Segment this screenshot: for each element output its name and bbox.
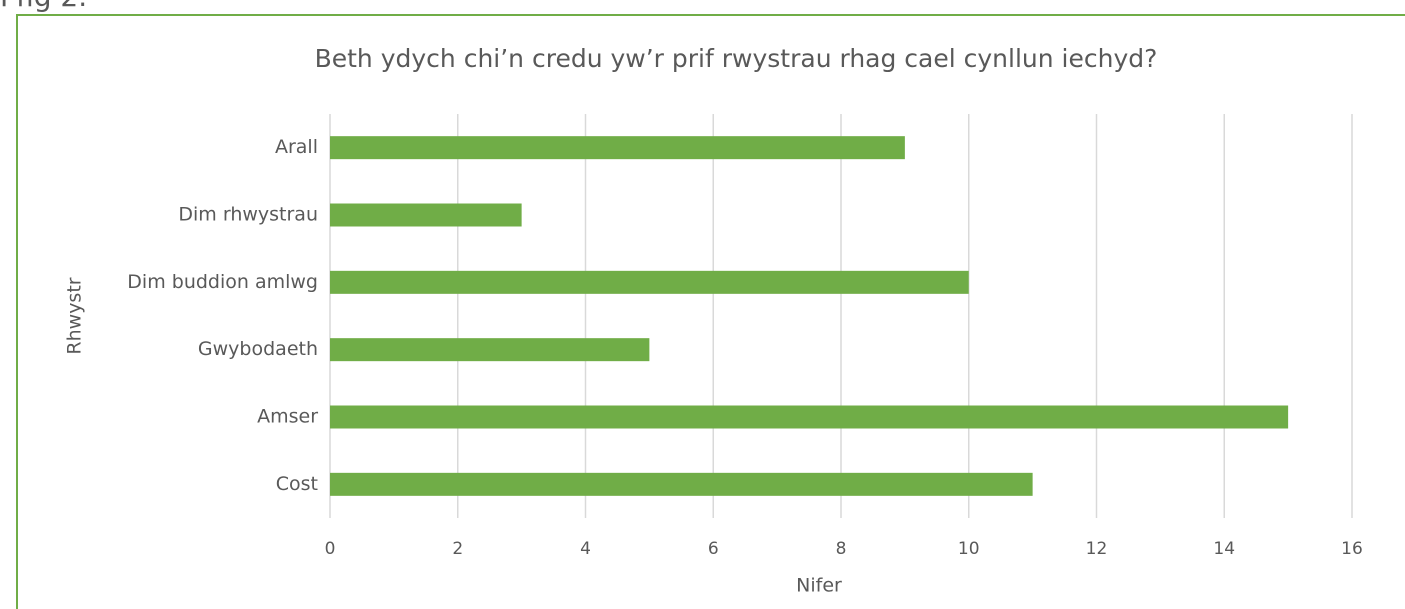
x-tick-label: 12 xyxy=(1086,539,1108,559)
x-tick-label: 6 xyxy=(708,539,719,559)
x-tick-label: 14 xyxy=(1213,539,1235,559)
y-tick-label: Dim rhwystrau xyxy=(178,204,318,226)
y-tick-label: Cost xyxy=(276,473,318,495)
y-tick-label: Gwybodaeth xyxy=(198,338,318,360)
x-tick-label: 4 xyxy=(580,539,591,559)
y-tick-label: Dim buddion amlwg xyxy=(127,271,318,293)
y-axis-title: Rhwystr xyxy=(64,277,86,354)
bar xyxy=(330,203,522,227)
x-tick-label: 2 xyxy=(452,539,463,559)
caption: Ffig 2. xyxy=(0,0,87,13)
y-tick-label: Amser xyxy=(257,406,318,428)
x-tick-label: 8 xyxy=(836,539,847,559)
y-tick-label: Arall xyxy=(275,136,318,158)
bar xyxy=(330,472,1033,496)
x-tick-label: 10 xyxy=(958,539,980,559)
bar xyxy=(330,136,905,160)
chart-title: Beth ydych chi’n credu yw’r prif rwystra… xyxy=(315,44,1158,73)
bar xyxy=(330,405,1289,429)
x-tick-label: 16 xyxy=(1341,539,1363,559)
bar xyxy=(330,270,969,294)
x-axis-title: Nifer xyxy=(796,575,842,597)
chart-frame xyxy=(16,14,1405,609)
bar xyxy=(330,338,650,362)
x-tick-label: 0 xyxy=(325,539,336,559)
